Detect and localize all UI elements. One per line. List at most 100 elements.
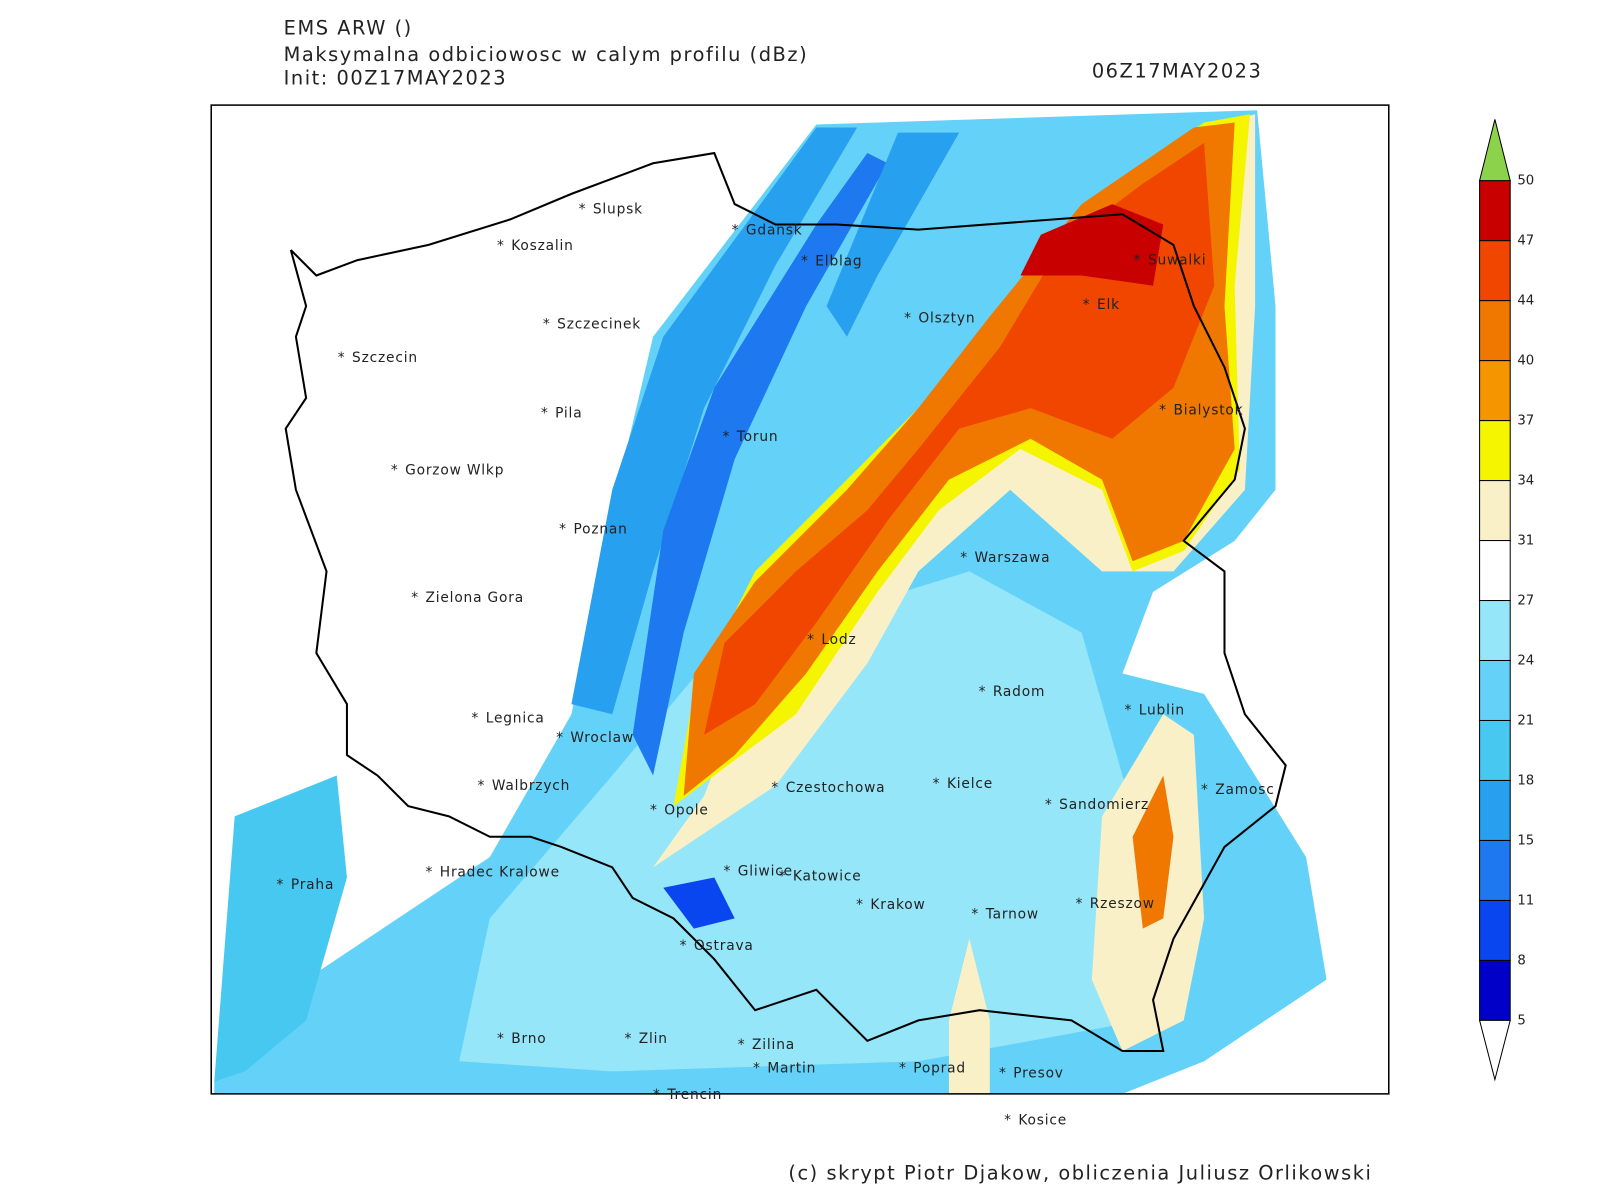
city-label: Sandomierz: [1059, 797, 1149, 813]
city-label: Kielce: [947, 776, 993, 792]
city-label: Brno: [511, 1031, 546, 1047]
city-label: Lodz: [821, 632, 856, 648]
colorbar-over-arrow: [1478, 119, 1511, 182]
colorbar-label: 24: [1517, 653, 1534, 668]
city-label: Legnica: [486, 710, 545, 726]
city-marker: *: [722, 429, 730, 445]
city-marker: *: [624, 1031, 632, 1047]
city-marker: *: [556, 730, 564, 746]
colorbar-segment: [1479, 839, 1511, 901]
city-label: Kosice: [1018, 1112, 1067, 1128]
colorbar-label: 47: [1517, 234, 1534, 249]
city-label: Wroclaw: [570, 730, 634, 746]
city-marker: *: [497, 238, 505, 254]
colorbar-under-arrow: [1478, 1019, 1511, 1082]
city-marker: *: [471, 710, 479, 726]
city-marker: *: [391, 462, 399, 478]
city-label: Koszalin: [511, 238, 574, 254]
city-label: Praha: [291, 877, 334, 893]
colorbar-segment: [1479, 420, 1511, 482]
city-marker: *: [738, 1037, 746, 1053]
city-marker: *: [856, 897, 864, 913]
colorbar-segment: [1479, 719, 1511, 781]
city-marker: *: [899, 1060, 907, 1076]
city-marker: *: [541, 405, 549, 421]
city-label: Hradec Kralowe: [440, 865, 560, 881]
city-marker: *: [1004, 1112, 1012, 1128]
city-label: Katowice: [793, 869, 862, 885]
city-label: Warszawa: [974, 550, 1050, 566]
city-marker: *: [753, 1060, 761, 1076]
city-marker: *: [971, 906, 979, 922]
city-marker: *: [653, 1087, 661, 1103]
colorbar-label: 11: [1517, 893, 1534, 908]
init-time: Init: 00Z17MAY2023: [284, 67, 507, 90]
city-label: Poznan: [573, 522, 627, 538]
city-label: Martin: [767, 1060, 816, 1076]
city-labels: * Slupsk * Koszalin * Gdansk * Elblag * Szczecine…: [277, 201, 1274, 1128]
credit: (c) skrypt Piotr Djakow, obliczenia Juli…: [788, 1162, 1372, 1185]
city-label: Gdansk: [746, 223, 803, 239]
colorbar-segment: [1479, 180, 1511, 242]
city-marker: *: [1159, 402, 1167, 418]
city-label: Pila: [555, 405, 582, 421]
city-label: Zlin: [639, 1031, 668, 1047]
colorbar-label: 37: [1517, 414, 1534, 429]
city-marker: *: [277, 877, 285, 893]
colorbar-segment: [1479, 959, 1511, 1021]
city-label: Szczecinek: [557, 317, 641, 333]
city-label: Gorzow Wlkp: [405, 462, 504, 478]
city-marker: *: [801, 253, 809, 269]
city-label: Poprad: [913, 1060, 966, 1076]
city-label: Elblag: [815, 253, 862, 269]
colorbar-segment: [1479, 360, 1511, 422]
city-label: Ostrava: [694, 938, 754, 954]
city-label: Szczecin: [352, 350, 418, 366]
colorbar-segment: [1479, 480, 1511, 542]
city-label: Rzeszow: [1090, 896, 1155, 912]
city-marker: *: [723, 864, 731, 880]
colorbar-segment: [1479, 540, 1511, 602]
colorbar-label: 15: [1517, 833, 1534, 848]
colorbar-segment: [1479, 899, 1511, 961]
model-title: EMS ARW (): [284, 17, 413, 40]
colorbar-segment: [1479, 240, 1511, 302]
colorbar-label: 44: [1517, 294, 1534, 309]
city-label: Suwalki: [1148, 252, 1206, 268]
city-label: Czestochowa: [786, 780, 886, 796]
city-marker: *: [579, 201, 587, 217]
city-label: Walbrzych: [492, 778, 570, 794]
city-marker: *: [779, 869, 787, 885]
city-marker: *: [732, 223, 740, 239]
colorbar-segment: [1479, 300, 1511, 362]
colorbar-label: 50: [1517, 174, 1534, 189]
city-label: Gliwice: [738, 864, 793, 880]
city-label: Presov: [1013, 1066, 1064, 1082]
colorbar: 5 8 11 15 18 21 24 27 31 34 37 40 44 47 50: [1478, 119, 1534, 1082]
city-marker: *: [1045, 797, 1053, 813]
colorbar-label: 5: [1517, 1013, 1525, 1028]
city-marker: *: [680, 938, 688, 954]
city-marker: *: [1083, 297, 1091, 313]
city-marker: *: [807, 632, 815, 648]
valid-time: 06Z17MAY2023: [1092, 60, 1263, 83]
city-marker: *: [1134, 252, 1142, 268]
city-marker: *: [771, 780, 779, 796]
city-label: Slupsk: [593, 201, 643, 217]
colorbar-segment: [1479, 779, 1511, 841]
city-label: Torun: [736, 429, 779, 445]
colorbar-segment: [1479, 600, 1511, 662]
radar-field: [214, 110, 1327, 1094]
city-label: Bialystok: [1173, 402, 1243, 418]
city-label: Opole: [664, 802, 708, 818]
product-title: Maksymalna odbiciowosc w calym profilu (…: [284, 43, 809, 66]
city-marker: *: [979, 684, 987, 700]
city-label: Zilina: [752, 1037, 795, 1053]
colorbar-segment: [1479, 659, 1511, 721]
city-label: Zamosc: [1215, 782, 1274, 798]
city-label: Elk: [1097, 297, 1120, 313]
colorbar-label: 18: [1517, 773, 1534, 788]
city-marker: *: [960, 550, 968, 566]
city-label: Krakow: [870, 897, 925, 913]
